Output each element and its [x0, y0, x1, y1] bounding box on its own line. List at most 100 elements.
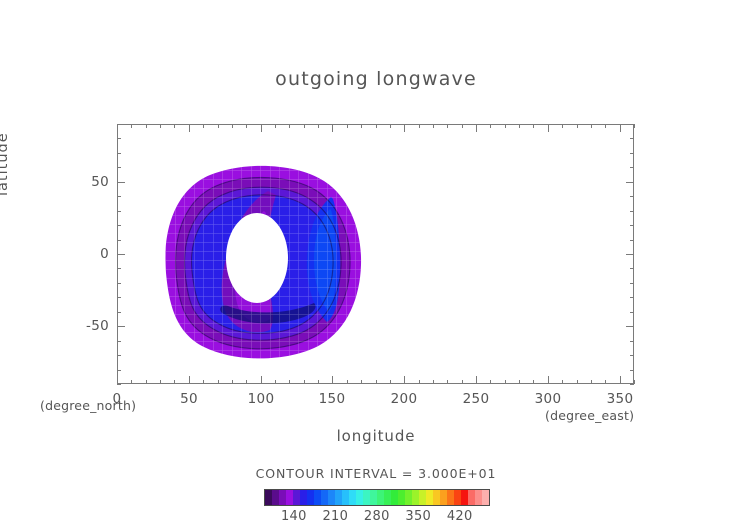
colorbar-cell: [307, 490, 314, 505]
x-axis-unit: (degree_east): [545, 408, 635, 423]
y-tick-label: 0: [100, 246, 109, 262]
x-minor-tick: [419, 380, 420, 384]
x-major-tick-top: [476, 124, 477, 132]
x-minor-tick: [131, 380, 132, 384]
colorbar-cell: [363, 490, 370, 505]
y-minor-tick: [117, 268, 121, 269]
x-major-tick-top: [332, 124, 333, 132]
x-major-tick: [332, 376, 333, 384]
x-minor-tick: [490, 380, 491, 384]
x-minor-tick: [289, 380, 290, 384]
colorbar-tick-label: 280: [363, 509, 390, 524]
x-major-tick: [261, 376, 262, 384]
colorbar-tick-label: 420: [446, 509, 473, 524]
colorbar-cell: [314, 490, 321, 505]
x-minor-tick-top: [634, 124, 635, 128]
x-minor-tick: [634, 380, 635, 384]
page-title: outgoing longwave: [275, 68, 477, 90]
y-minor-tick: [117, 312, 121, 313]
colorbar-cell: [272, 490, 279, 505]
y-tick-label: -50: [86, 318, 109, 334]
colorbar-cell: [468, 490, 475, 505]
colorbar-cell: [300, 490, 307, 505]
x-minor-tick-top: [275, 124, 276, 128]
x-minor-tick-top: [160, 124, 161, 128]
y-minor-tick-right: [630, 370, 634, 371]
x-tick-label: 0: [112, 391, 122, 407]
x-minor-tick-top: [390, 124, 391, 128]
colorbar-cell: [440, 490, 447, 505]
colorbar-tick-label: 140: [280, 509, 307, 524]
x-minor-tick: [447, 380, 448, 384]
x-minor-tick: [562, 380, 563, 384]
x-axis-label: longitude: [336, 427, 416, 445]
y-major-tick-right: [626, 254, 634, 255]
plot-data-area: [118, 125, 633, 383]
y-minor-tick: [117, 211, 121, 212]
x-minor-tick-top: [533, 124, 534, 128]
y-minor-tick: [117, 341, 121, 342]
colorbar-cell: [398, 490, 405, 505]
x-minor-tick-top: [203, 124, 204, 128]
x-major-tick-top: [261, 124, 262, 132]
x-tick-label: 150: [318, 391, 346, 407]
colorbar-cell: [279, 490, 286, 505]
x-minor-tick: [533, 380, 534, 384]
colorbar-cell: [475, 490, 482, 505]
x-minor-tick: [232, 380, 233, 384]
y-minor-tick: [117, 124, 121, 125]
colorbar-cell: [377, 490, 384, 505]
contour-field: [165, 165, 362, 359]
x-major-tick: [476, 376, 477, 384]
x-minor-tick: [160, 380, 161, 384]
x-minor-tick: [605, 380, 606, 384]
x-minor-tick-top: [131, 124, 132, 128]
colorbar-cell: [412, 490, 419, 505]
x-minor-tick-top: [519, 124, 520, 128]
colorbar-cell: [426, 490, 433, 505]
x-minor-tick: [275, 380, 276, 384]
colorbar-ticks: 140 210 280 350 420: [0, 509, 752, 529]
y-minor-tick-right: [630, 268, 634, 269]
x-minor-tick-top: [433, 124, 434, 128]
x-major-tick: [548, 376, 549, 384]
x-minor-tick-top: [577, 124, 578, 128]
y-axis-label: latitude: [0, 132, 11, 196]
y-minor-tick-right: [630, 124, 634, 125]
x-tick-label: 350: [606, 391, 634, 407]
colorbar-tick-label: 210: [322, 509, 349, 524]
y-tick-label: 50: [91, 174, 109, 190]
x-minor-tick: [577, 380, 578, 384]
x-minor-tick-top: [174, 124, 175, 128]
colorbar-cell: [349, 490, 356, 505]
colorbar-cell: [433, 490, 440, 505]
x-minor-tick: [433, 380, 434, 384]
x-minor-tick-top: [361, 124, 362, 128]
x-minor-tick-top: [347, 124, 348, 128]
y-minor-tick-right: [630, 341, 634, 342]
plot-frame: [117, 124, 634, 384]
x-minor-tick: [174, 380, 175, 384]
colorbar-cell: [384, 490, 391, 505]
y-major-tick-right: [626, 326, 634, 327]
colorbar-cell: [419, 490, 426, 505]
y-major-tick: [117, 326, 125, 327]
x-minor-tick: [347, 380, 348, 384]
x-minor-tick-top: [318, 124, 319, 128]
y-minor-tick-right: [630, 167, 634, 168]
x-minor-tick-top: [505, 124, 506, 128]
y-minor-tick: [117, 167, 121, 168]
y-major-tick: [117, 182, 125, 183]
y-minor-tick-right: [630, 153, 634, 154]
contour-interval-caption: CONTOUR INTERVAL = 3.000E+01: [255, 466, 497, 481]
x-tick-label: 250: [462, 391, 490, 407]
y-minor-tick: [117, 355, 121, 356]
x-minor-tick-top: [232, 124, 233, 128]
y-minor-tick: [117, 196, 121, 197]
x-major-tick-top: [548, 124, 549, 132]
x-major-tick: [620, 376, 621, 384]
x-major-tick: [404, 376, 405, 384]
y-minor-tick-right: [630, 196, 634, 197]
x-minor-tick: [203, 380, 204, 384]
